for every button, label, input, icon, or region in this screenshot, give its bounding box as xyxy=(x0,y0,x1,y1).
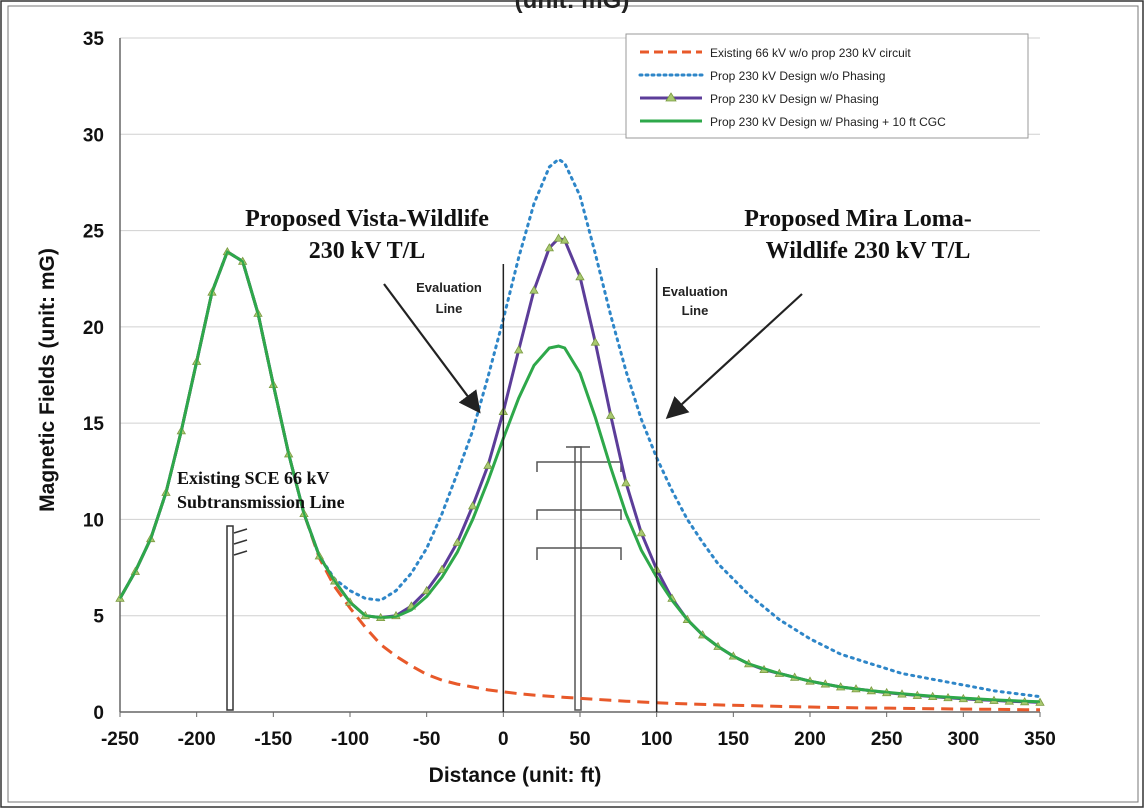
annotation-eval-right-line1: Evaluation xyxy=(662,284,728,299)
series-3-point xyxy=(513,345,524,354)
x-tick-label: 200 xyxy=(794,729,826,750)
annotation-existing-line2: Subtransmission Line xyxy=(177,492,345,512)
x-tick-label: -200 xyxy=(178,729,216,750)
legend-marker xyxy=(665,92,677,102)
vista-arrow xyxy=(383,283,481,414)
x-tick-label: -50 xyxy=(413,729,440,750)
y-tick-label: 20 xyxy=(83,318,104,339)
x-axis-label: Distance (unit: ft) xyxy=(429,764,602,787)
annotation-eval-right-line2: Line xyxy=(682,303,709,318)
chart-title: (unit: mG) xyxy=(515,0,630,14)
series-3-point xyxy=(467,501,478,510)
y-tick-label: 5 xyxy=(93,607,104,628)
series-3-point xyxy=(621,478,631,487)
y-axis-label: Magnetic Fields (unit: mG) xyxy=(36,248,59,512)
x-tick-label: -100 xyxy=(331,729,369,750)
series-3-point xyxy=(590,337,601,346)
series-3-point xyxy=(605,410,616,419)
x-tick-label: 300 xyxy=(947,729,979,750)
series-3-point xyxy=(421,585,432,595)
y-tick-label: 25 xyxy=(83,222,105,243)
series-3-point xyxy=(575,271,585,281)
series-3-point xyxy=(529,285,539,294)
x-tick-label: 150 xyxy=(717,729,749,750)
y-axis-ticks: 0 5 10 15 20 25 30 35 xyxy=(83,29,105,724)
proposed-230kv-tower-drawing xyxy=(536,446,622,711)
series-3-point xyxy=(483,460,493,469)
y-tick-label: 15 xyxy=(83,414,105,435)
series-layer xyxy=(115,157,1045,712)
existing-66kv-pole-drawing xyxy=(226,525,248,711)
x-tick-label: 100 xyxy=(641,729,673,750)
x-axis-ticks: -250 -200 -150 -100 -50 0 50 100 150 200 250 300 350 xyxy=(101,712,1056,750)
series-3-point xyxy=(553,233,564,242)
legend-label-2: Prop 230 kV Design w/o Phasing xyxy=(710,69,885,83)
annotation-vista-line1: Proposed Vista-Wildlife xyxy=(245,206,489,232)
annotation-eval-left-line1: Evaluation xyxy=(416,280,482,295)
y-tick-label: 10 xyxy=(83,510,104,531)
series-3-point xyxy=(452,537,463,546)
series-line-4-overlay xyxy=(119,250,1041,703)
series-3-point xyxy=(559,235,570,244)
evaluation-lines xyxy=(502,264,658,712)
annotation-vista-line2: 230 kV T/L xyxy=(309,238,426,264)
series-3-point xyxy=(437,564,447,573)
x-tick-label: 50 xyxy=(569,729,590,750)
annotation-existing-line1: Existing SCE 66 kV xyxy=(177,468,330,488)
annotation-eval-left-line2: Line xyxy=(436,301,463,316)
x-tick-label: 0 xyxy=(498,729,509,750)
y-tick-label: 35 xyxy=(83,29,105,50)
x-tick-label: -250 xyxy=(101,729,139,750)
x-tick-label: -150 xyxy=(254,729,292,750)
series-3-point xyxy=(544,243,555,252)
x-tick-label: 350 xyxy=(1024,729,1056,750)
legend-label-4: Prop 230 kV Design w/ Phasing + 10 ft CG… xyxy=(710,115,946,129)
chart-area-border xyxy=(7,5,1139,803)
y-tick-label: 30 xyxy=(83,125,104,146)
annotation-mira-line2: Wildlife 230 kV T/L xyxy=(766,238,971,264)
y-tick-label: 0 xyxy=(93,703,104,724)
legend: Existing 66 kV w/o prop 230 kV circuit Pr… xyxy=(625,33,1029,139)
legend-label-1: Existing 66 kV w/o prop 230 kV circuit xyxy=(710,46,911,60)
mira-arrow xyxy=(665,293,803,419)
x-tick-label: 250 xyxy=(871,729,903,750)
legend-label-3: Prop 230 kV Design w/ Phasing xyxy=(710,92,879,106)
annotation-mira-line1: Proposed Mira Loma- xyxy=(744,206,972,232)
series-3-point xyxy=(636,528,647,537)
